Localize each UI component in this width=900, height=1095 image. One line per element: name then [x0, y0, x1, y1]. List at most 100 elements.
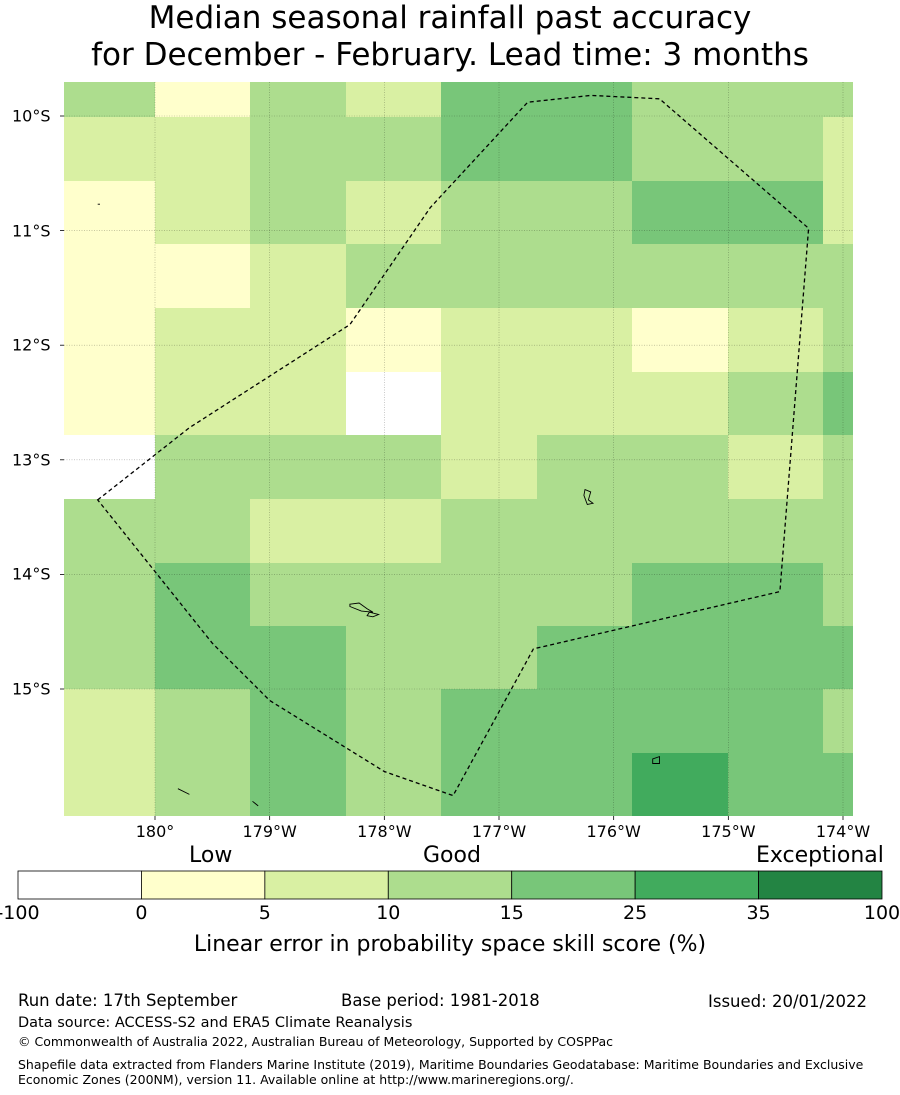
skill-cell [823, 308, 853, 372]
x-tick-label: 179°W [242, 822, 297, 841]
skill-cell [632, 308, 728, 372]
eez-boundary-line [96, 94, 810, 797]
skill-cell [632, 753, 728, 816]
skill-cell [155, 499, 250, 563]
skill-cell [155, 117, 250, 181]
skill-cell [64, 435, 155, 499]
skill-cell [250, 753, 346, 816]
skill-cell [728, 753, 823, 816]
colorbar-label-low: Low [189, 843, 233, 868]
shapefile-note: Shapefile data extracted from Flanders M… [18, 1057, 864, 1087]
skill-cell [823, 753, 853, 816]
skill-cell [537, 308, 632, 372]
skill-cell [64, 626, 155, 689]
skill-cell [441, 117, 537, 181]
skill-cell [632, 181, 728, 244]
skill-cell [441, 689, 537, 753]
island-outline [652, 755, 660, 764]
skill-cell [155, 181, 250, 244]
skill-cell [632, 689, 728, 753]
skill-cell [64, 181, 155, 244]
skill-cell [250, 82, 346, 117]
y-tick-label: 11°S [12, 221, 51, 241]
skill-cell [64, 372, 155, 435]
y-tick-label: 14°S [12, 564, 51, 584]
colorbar-swatch [387, 870, 513, 900]
colorbar-tick-label: 0 [135, 902, 148, 924]
skill-cell [64, 82, 155, 117]
skill-cell [155, 563, 250, 626]
skill-cell [632, 626, 728, 689]
skill-cell [537, 435, 632, 499]
island-outline [349, 602, 374, 613]
island-outline [583, 488, 595, 506]
skill-cell [441, 753, 537, 816]
skill-cell [823, 181, 853, 244]
colorbar-swatch [264, 870, 389, 900]
skill-cell [441, 563, 537, 626]
skill-cell [632, 372, 728, 435]
skill-cell [728, 499, 823, 563]
skill-cell [728, 372, 823, 435]
colorbar-tick-label: 25 [623, 902, 648, 924]
skill-cell [441, 372, 537, 435]
x-tick-label: 175°W [701, 822, 756, 841]
colorbar-swatch [511, 870, 636, 900]
skill-cell [823, 82, 853, 117]
skill-cell [155, 308, 250, 372]
colorbar-tick-label: 10 [376, 902, 401, 924]
skill-cell [823, 244, 853, 308]
skill-cell [155, 372, 250, 435]
skill-cell [441, 499, 537, 563]
skill-cell [250, 689, 346, 753]
y-tick-label: 10°S [12, 106, 51, 126]
colorbar-swatch [758, 870, 883, 900]
colorbar-swatch [141, 870, 266, 900]
colorbar-tick-label: 15 [499, 902, 524, 924]
skill-cell [537, 244, 632, 308]
skill-cell [728, 626, 823, 689]
skill-cell [346, 117, 441, 181]
skill-cell [64, 117, 155, 181]
skill-cell [250, 308, 346, 372]
skill-cell [441, 82, 537, 117]
skill-cell [823, 499, 853, 563]
x-tick-label: 176°W [586, 822, 641, 841]
skill-cell [250, 499, 346, 563]
colorbar-tick-label: 35 [746, 902, 771, 924]
skill-cell [250, 244, 346, 308]
skill-cell [441, 244, 537, 308]
skill-cell [346, 626, 441, 689]
skill-cell [64, 308, 155, 372]
colorbar-swatch [634, 870, 759, 900]
skill-cell [346, 244, 441, 308]
skill-cell [728, 117, 823, 181]
skill-cell [537, 689, 632, 753]
x-tick-label: 174°W [815, 822, 871, 841]
skill-cell [64, 753, 155, 816]
skill-cell [823, 372, 853, 435]
skill-cell [346, 689, 441, 753]
colorbar-tick-label: -100 [0, 902, 40, 924]
x-tick-label: 180° [135, 822, 175, 841]
skill-cell [632, 435, 728, 499]
skill-cell [632, 563, 728, 626]
skill-cell [537, 563, 632, 626]
skill-cell [823, 563, 853, 626]
skill-cell [632, 499, 728, 563]
skill-cell [728, 244, 823, 308]
title-line-2: for December - February. Lead time: 3 mo… [91, 37, 809, 73]
colorbar [17, 870, 883, 900]
skill-cell [346, 499, 441, 563]
y-tick-label: 15°S [12, 679, 51, 699]
axis-ticks [60, 115, 844, 820]
issued-date: Issued: 20/01/2022 [708, 992, 868, 1011]
skill-cell [823, 117, 853, 181]
copyright: © Commonwealth of Australia 2022, Austra… [18, 1034, 613, 1049]
graticule [64, 82, 853, 816]
colorbar-tick-label: 5 [258, 902, 271, 924]
skill-cell [441, 308, 537, 372]
skill-cell [250, 181, 346, 244]
colorbar-tick-label: 100 [863, 902, 900, 924]
